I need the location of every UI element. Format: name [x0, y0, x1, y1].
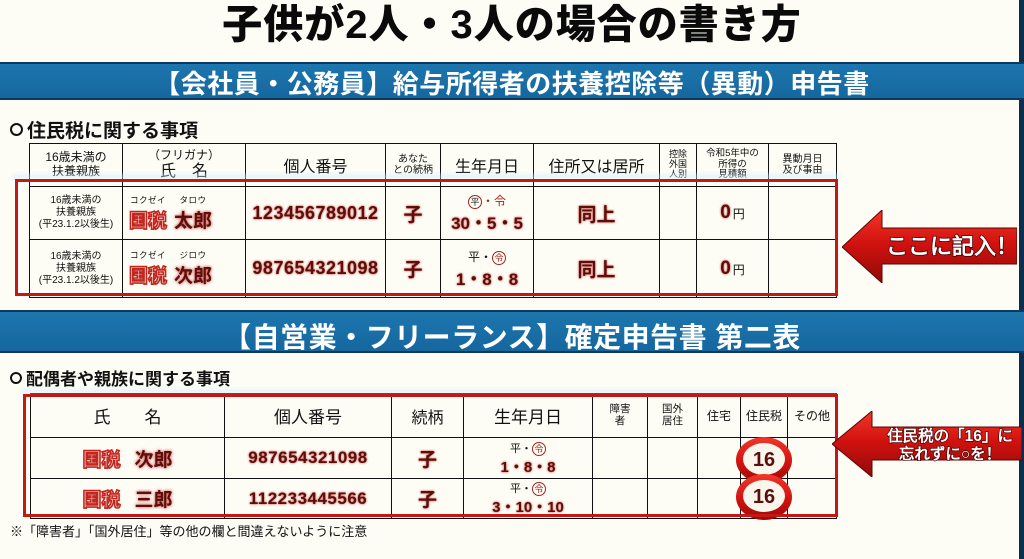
svg-text:16: 16 [753, 449, 775, 471]
svg-text:16: 16 [753, 486, 775, 508]
svg-text:住民税の「16」に: 住民税の「16」に [887, 426, 1013, 445]
svg-text:ここに記入！: ここに記入！ [886, 234, 1017, 259]
svg-text:忘れずに○を！: 忘れずに○を！ [899, 444, 1001, 463]
